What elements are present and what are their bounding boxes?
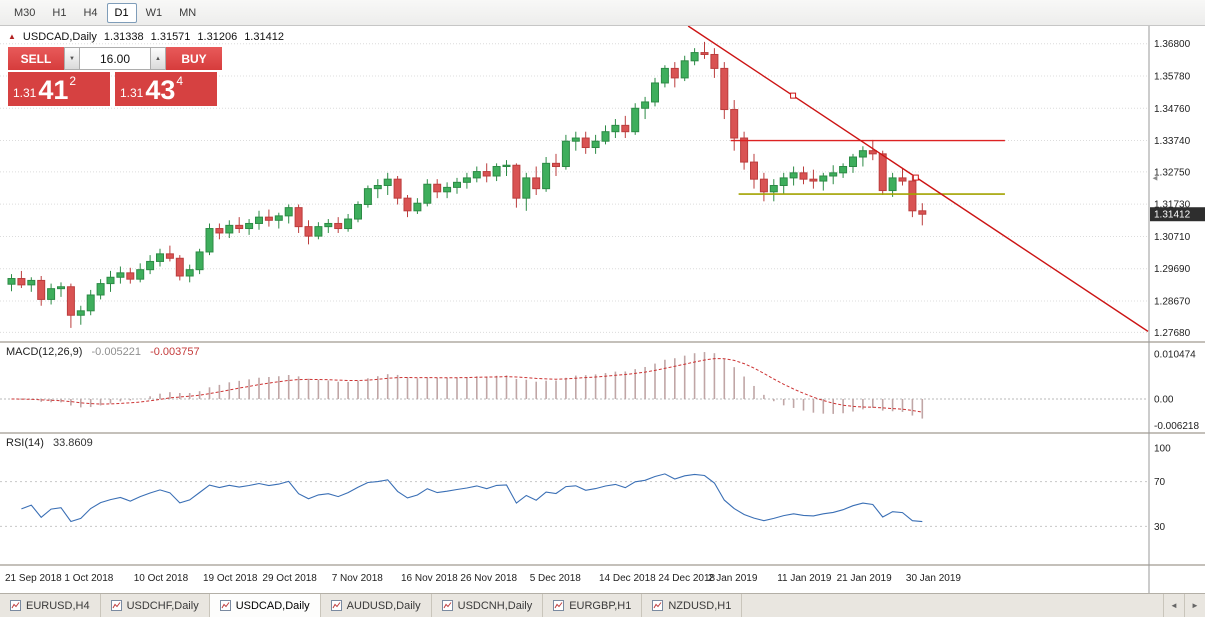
bid-pips: 41	[38, 75, 69, 105]
svg-text:21 Sep 2018: 21 Sep 2018	[5, 573, 62, 584]
tabs-scroll-right-button[interactable]: ►	[1184, 594, 1205, 617]
rsi-name: RSI(14)	[6, 437, 44, 449]
one-click-trading-panel: SELL ▼ ▲ BUY 1.31 41 2 1.31 43 4	[8, 47, 222, 106]
bid-point: 2	[69, 74, 77, 88]
macd-indicator-label: MACD(12,26,9) -0.005221 -0.003757	[6, 346, 200, 358]
svg-text:1.28670: 1.28670	[1154, 297, 1191, 308]
volume-input[interactable]	[80, 47, 150, 70]
ohlc-open: 1.31338	[103, 31, 144, 43]
svg-text:10 Oct 2018: 10 Oct 2018	[134, 573, 189, 584]
timeframe-toolbar: M30 H1 H4 D1 W1 MN	[0, 0, 1205, 26]
ask-price-button[interactable]: 1.31 43 4	[115, 72, 217, 106]
sell-button[interactable]: SELL	[8, 47, 64, 70]
svg-text:1 Oct 2018: 1 Oct 2018	[64, 573, 113, 584]
chart-tab-icon	[652, 600, 664, 611]
buy-button[interactable]: BUY	[166, 47, 222, 70]
tab-eurgbp-h1[interactable]: EURGBP,H1	[543, 594, 643, 617]
tab-audusd-daily[interactable]: AUDUSD,Daily	[321, 594, 432, 617]
chart-title: ▲ USDCAD,Daily 1.31338 1.31571 1.31206 1…	[8, 31, 284, 43]
volume-decrease-button[interactable]: ▼	[64, 47, 80, 70]
svg-text:1.30710: 1.30710	[1154, 232, 1191, 243]
svg-text:1.31730: 1.31730	[1154, 200, 1191, 211]
tab-eurusd-h4[interactable]: EURUSD,H4	[0, 594, 101, 617]
tab-label: USDCNH,Daily	[457, 599, 533, 612]
svg-text:24 Dec 2018: 24 Dec 2018	[658, 573, 715, 584]
tab-label: EURUSD,H4	[26, 599, 90, 612]
volume-increase-button[interactable]: ▲	[150, 47, 166, 70]
tab-label: EURGBP,H1	[569, 599, 632, 612]
tab-usdcnh-daily[interactable]: USDCNH,Daily	[432, 594, 544, 617]
tab-label: USDCHF,Daily	[126, 599, 199, 612]
svg-text:21 Jan 2019: 21 Jan 2019	[837, 573, 892, 584]
timeframe-m30-button[interactable]: M30	[14, 6, 36, 19]
bid-price-button[interactable]: 1.31 41 2	[8, 72, 110, 106]
tab-label: USDCAD,Daily	[235, 599, 310, 612]
svg-text:◄: ◄	[1151, 174, 1159, 183]
tab-usdchf-daily[interactable]: USDCHF,Daily	[101, 594, 210, 617]
svg-text:1.34760: 1.34760	[1154, 104, 1191, 115]
tab-label: NZDUSD,H1	[668, 599, 732, 612]
ask-prefix: 1.31	[120, 86, 144, 100]
rsi-indicator-label: RSI(14) 33.8609	[6, 437, 93, 449]
ask-point: 4	[176, 74, 184, 88]
chart-tab-icon	[110, 600, 122, 611]
chart-tab-icon	[219, 600, 231, 611]
svg-text:29 Oct 2018: 29 Oct 2018	[262, 573, 317, 584]
svg-text:5 Dec 2018: 5 Dec 2018	[530, 573, 582, 584]
svg-text:-0.006218: -0.006218	[1154, 421, 1199, 432]
macd-name: MACD(12,26,9)	[6, 346, 83, 358]
bid-prefix: 1.31	[13, 86, 37, 100]
timeframe-d1-button[interactable]: D1	[106, 2, 137, 23]
svg-text:1.35780: 1.35780	[1154, 72, 1191, 83]
svg-text:0.010474: 0.010474	[1154, 349, 1196, 360]
svg-text:100: 100	[1154, 444, 1171, 455]
chart-tab-icon	[330, 600, 342, 611]
tab-nzdusd-h1[interactable]: NZDUSD,H1	[642, 594, 743, 617]
svg-text:19 Oct 2018: 19 Oct 2018	[203, 573, 258, 584]
ohlc-low: 1.31206	[197, 31, 238, 43]
chart-tab-icon	[441, 600, 453, 611]
svg-text:1.29690: 1.29690	[1154, 264, 1191, 275]
svg-text:70: 70	[1154, 477, 1166, 488]
timeframe-h1-button[interactable]: H1	[52, 6, 67, 19]
macd-main-value: -0.005221	[91, 346, 142, 358]
svg-text:1.33740: 1.33740	[1154, 136, 1191, 147]
tabs-scroll-left-button[interactable]: ◄	[1163, 594, 1184, 617]
macd-signal-value: -0.003757	[150, 346, 200, 358]
timeframe-h4-button[interactable]: H4	[83, 6, 98, 19]
one-click-toggle-icon[interactable]: ▲	[8, 32, 16, 41]
svg-text:1.32750: 1.32750	[1154, 167, 1191, 178]
svg-text:30 Jan 2019: 30 Jan 2019	[906, 573, 961, 584]
chart-tab-icon	[10, 600, 21, 611]
svg-text:0.00: 0.00	[1154, 395, 1174, 406]
ohlc-close: 1.31412	[244, 31, 284, 43]
svg-text:11 Jan 2019: 11 Jan 2019	[777, 573, 832, 584]
symbol-name: USDCAD,Daily	[22, 31, 97, 43]
chart-tab-icon	[553, 600, 565, 611]
svg-text:30: 30	[1154, 522, 1166, 533]
tab-label: AUDUSD,Daily	[346, 599, 421, 612]
svg-text:1.27680: 1.27680	[1154, 328, 1191, 339]
svg-text:1.31412: 1.31412	[1154, 210, 1191, 221]
rsi-value: 33.8609	[52, 437, 93, 449]
svg-text:2 Jan 2019: 2 Jan 2019	[708, 573, 758, 584]
svg-text:26 Nov 2018: 26 Nov 2018	[460, 573, 517, 584]
svg-text:14 Dec 2018: 14 Dec 2018	[599, 573, 656, 584]
svg-text:16 Nov 2018: 16 Nov 2018	[401, 573, 458, 584]
ask-pips: 43	[145, 75, 176, 105]
ohlc-high: 1.31571	[150, 31, 191, 43]
chart-tabbar: EURUSD,H4 USDCHF,Daily USDCAD,Daily AUDU…	[0, 593, 1205, 617]
timeframe-mn-button[interactable]: MN	[179, 6, 197, 19]
tab-usdcad-daily[interactable]: USDCAD,Daily	[209, 594, 321, 617]
timeframe-w1-button[interactable]: W1	[145, 6, 163, 19]
svg-text:1.36800: 1.36800	[1154, 39, 1191, 50]
svg-text:7 Nov 2018: 7 Nov 2018	[332, 573, 384, 584]
